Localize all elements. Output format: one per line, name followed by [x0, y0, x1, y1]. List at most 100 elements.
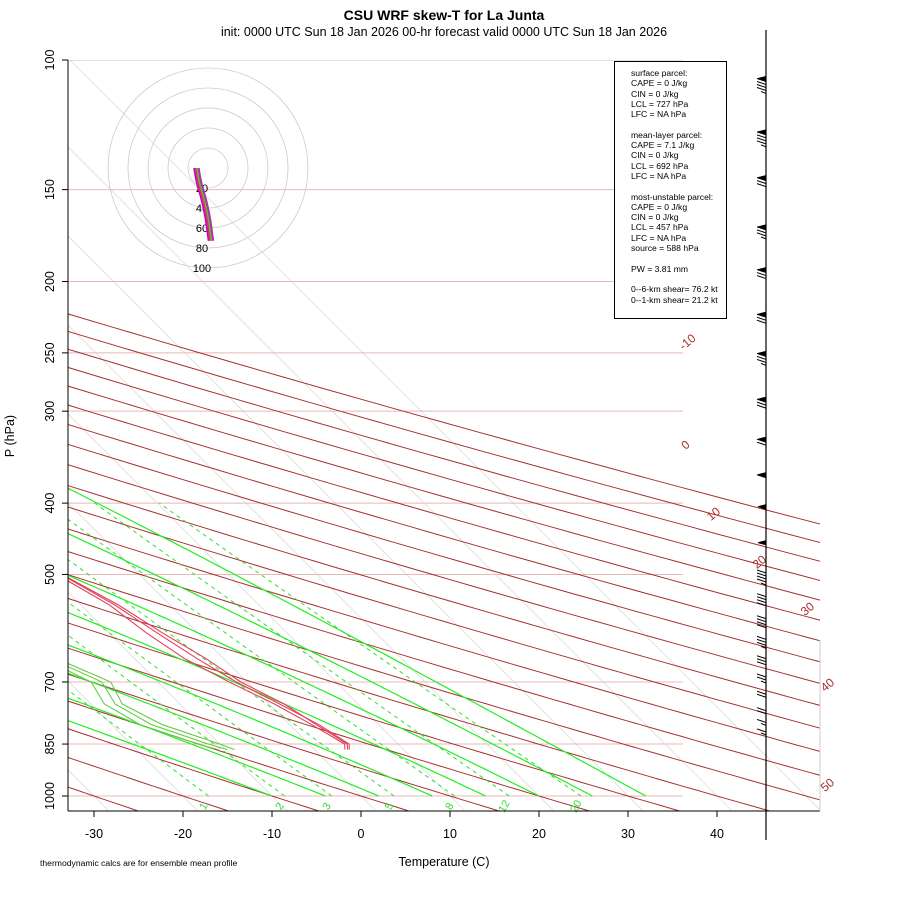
barb-half [760, 144, 767, 148]
dry-adiabat-line [68, 404, 820, 621]
info-line: mean-layer parcel: [631, 129, 703, 140]
dry-adiabat-line [68, 700, 411, 811]
barb-full [756, 83, 767, 88]
hodograph-trace [197, 167, 215, 241]
wind-barb [756, 655, 767, 666]
barb-full [756, 575, 767, 580]
wind-barb [756, 635, 767, 649]
barb-full [756, 140, 767, 145]
footnote: thermodynamic calcs are for ensemble mea… [40, 858, 238, 868]
barb-full [756, 180, 767, 185]
barb-full [756, 313, 767, 318]
temperature-profile [68, 580, 346, 750]
barb-full [756, 319, 767, 324]
dry-adiabat-line [68, 423, 820, 642]
y-tick-label: 250 [43, 342, 57, 363]
x-tick-label: -10 [263, 827, 281, 841]
mixing-ratio-line [94, 502, 510, 797]
dry-adiabat-line [68, 443, 820, 663]
info-line: LFC = NA hPa [631, 170, 687, 181]
dewpoint-profile [68, 665, 228, 751]
shear-group: 0--6-km shear= 76.2 kt 0--1-km shear= 21… [631, 284, 722, 305]
barb-half [760, 236, 767, 240]
isotherm-line [68, 680, 199, 811]
barb-full [756, 693, 767, 698]
barb-full [756, 728, 767, 733]
wind-barb [757, 504, 767, 511]
barb-full [756, 229, 767, 234]
barb-half [760, 362, 767, 366]
x-axis-label: Temperature (C) [399, 855, 490, 869]
dry-adiabat-line [68, 464, 820, 684]
x-tick-label: -30 [85, 827, 103, 841]
info-line: LFC = NA hPa [631, 109, 687, 120]
barb-full [756, 638, 767, 643]
dewpoint-profile [68, 662, 235, 751]
barb-full [756, 572, 767, 577]
hodograph-ring [127, 87, 289, 249]
barb-half [760, 732, 767, 736]
hodograph-ring [167, 127, 249, 209]
x-tick-label: 30 [621, 827, 635, 841]
dry-adiabat-line [68, 485, 820, 706]
dry-adiabat-line [68, 528, 820, 752]
barb-full [756, 134, 767, 139]
dry-adiabat-line [68, 551, 820, 776]
mixing-ratio-label: 1 [197, 801, 210, 812]
barb-full [756, 272, 767, 277]
barb-full [756, 621, 767, 626]
dry-adiabat-line [68, 313, 820, 525]
hodograph-ring [187, 147, 229, 189]
temperature-profile [68, 577, 349, 750]
y-tick-label: 200 [43, 271, 57, 292]
moist-adiabat-line [68, 720, 273, 797]
mixing-ratio-label: 2 [273, 801, 286, 812]
barb-full [756, 177, 767, 182]
dry-adiabat-line [68, 728, 321, 811]
info-line: LCL = 727 hPa [631, 98, 689, 109]
barb-full [756, 707, 767, 712]
axes: -30 -20 -10 0 10 20 30 401001502002503004005007… [43, 50, 821, 841]
mixing-ratio-lines [68, 502, 582, 797]
barb-flag [757, 540, 767, 546]
hodograph-ring-label: 100 [193, 263, 211, 275]
info-line: surface parcel: [631, 68, 688, 78]
hodograph-ring [107, 67, 309, 269]
barb-full [756, 131, 767, 136]
mixing-ratio-label: 20 [568, 798, 585, 815]
moist-adiabat-line [68, 532, 593, 797]
info-line: source = 588 hPa [631, 243, 699, 254]
mixing-ratio-line [68, 518, 455, 797]
moist-adiabat-line [68, 574, 540, 797]
barb-full [756, 438, 767, 443]
hodograph-trace [196, 167, 213, 241]
wind-barb [756, 175, 767, 188]
info-line: CIN = 0 J/kg [631, 150, 679, 161]
barb-flag [757, 504, 767, 510]
barb-full [756, 77, 767, 82]
chart-subtitle: init: 0000 UTC Sun 18 Jan 2026 00-hr for… [221, 25, 667, 39]
y-tick-label: 150 [43, 179, 57, 200]
dry-adiabat-label: -10 [676, 331, 699, 353]
info-line: most-unstable parcel: [631, 191, 714, 202]
dry-adiabat-line [68, 330, 820, 544]
barb-full [756, 226, 767, 231]
wind-barb [756, 311, 767, 324]
parcel-info-box: surface parcel: CAPE = 0 J/kg CIN = 0 J/… [614, 61, 727, 319]
barb-full [756, 655, 767, 660]
wind-barb [756, 267, 767, 280]
barb-full [756, 615, 767, 620]
barb-full [756, 441, 767, 446]
mixing-ratio-line [68, 601, 333, 797]
mixing-ratio-label: 3 [320, 801, 333, 812]
mixing-ratio-line [68, 689, 209, 797]
info-line: LCL = 692 hPa [631, 160, 689, 171]
moist-adiabat-line [68, 487, 647, 797]
barb-half [760, 645, 767, 649]
isotherm-line [68, 413, 466, 811]
hodograph-trace [194, 167, 212, 241]
precipitable-water: PW = 3.81 mm [631, 264, 722, 274]
wind-barb [756, 76, 767, 94]
hodograph-trace [193, 167, 210, 241]
